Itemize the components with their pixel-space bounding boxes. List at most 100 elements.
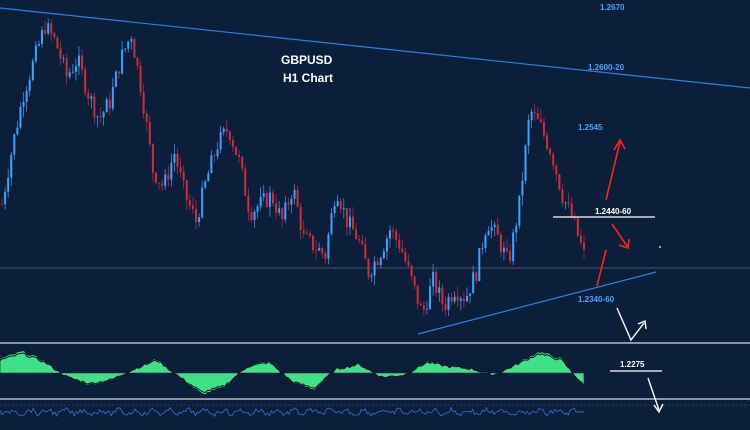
candle-body <box>312 235 315 251</box>
candle-body <box>407 261 410 266</box>
candle-body <box>438 287 441 293</box>
candle-body <box>31 61 34 80</box>
candle-body <box>278 208 281 213</box>
candle-body <box>358 239 361 241</box>
candle-body <box>333 206 336 214</box>
candle-body <box>65 58 68 77</box>
candle-body <box>56 37 59 49</box>
candle-body <box>456 296 459 301</box>
candle-body <box>404 252 407 262</box>
candle-body <box>481 247 484 249</box>
candle-body <box>13 134 16 155</box>
candle-body <box>182 171 185 181</box>
candle-body <box>25 90 28 102</box>
candle-body <box>385 238 388 252</box>
candle-body <box>201 187 204 218</box>
candle-body <box>145 113 148 122</box>
candle-body <box>570 203 573 218</box>
candle-body <box>4 191 7 205</box>
bottom-indicator-line <box>0 406 585 418</box>
candle-body <box>472 272 475 294</box>
candle-body <box>195 209 197 223</box>
candle-body <box>355 229 358 240</box>
candle-body <box>327 234 330 259</box>
candle-body <box>102 112 105 118</box>
candle-body <box>262 193 265 197</box>
candle-body <box>518 195 521 226</box>
candle-body <box>44 30 47 34</box>
candle-body <box>121 49 124 74</box>
candle-body <box>361 240 364 245</box>
candle-body <box>41 30 44 45</box>
candle-body <box>413 276 416 286</box>
candle-body <box>475 272 478 282</box>
candle-body <box>22 101 25 107</box>
candle-body <box>87 92 90 99</box>
candle-body <box>583 242 585 250</box>
candle-body <box>124 48 127 50</box>
candle-body <box>19 106 22 128</box>
candle-body <box>127 41 130 49</box>
candle-body <box>225 128 228 132</box>
candle-body <box>74 66 77 72</box>
candle-body <box>219 132 222 150</box>
candle-body <box>546 135 549 149</box>
up-arrow-icon <box>605 138 626 201</box>
candle-body <box>487 231 490 236</box>
candle-body <box>247 195 250 213</box>
candle-body <box>111 86 114 109</box>
candle-body <box>265 193 268 207</box>
candle-body <box>373 261 376 276</box>
candle-body <box>62 58 65 60</box>
candle-body <box>342 208 345 210</box>
candle-body <box>579 235 582 243</box>
candle-body <box>453 296 456 302</box>
up-arrow-icon-2 <box>596 249 607 287</box>
candle-body <box>136 57 139 66</box>
candle-body <box>241 156 244 169</box>
candle-body <box>207 173 210 182</box>
candle-body <box>499 234 502 253</box>
candle-body <box>231 140 234 147</box>
candle-body <box>7 177 10 192</box>
candle-body <box>244 168 247 196</box>
candle-body <box>576 218 579 236</box>
candle-body <box>161 183 164 186</box>
candle-body <box>204 181 207 188</box>
white-v-arrow-icon <box>616 307 647 342</box>
candle-body <box>506 247 509 252</box>
candle-body <box>108 99 111 109</box>
candle-body <box>330 213 333 235</box>
candle-body <box>339 201 342 210</box>
candle-body <box>139 65 142 93</box>
candle-body <box>539 119 542 123</box>
candle-body <box>268 192 271 207</box>
candle-body <box>1 204 3 205</box>
lower-trendline <box>417 271 657 335</box>
candle-body <box>429 286 432 309</box>
candle-body <box>81 55 84 70</box>
candle-body <box>216 149 219 157</box>
candle-body <box>515 225 518 233</box>
candle-body <box>287 202 290 205</box>
candle-body <box>213 155 216 157</box>
candle-body <box>416 285 419 304</box>
candle-body <box>99 116 102 118</box>
candle-body <box>542 122 545 136</box>
level-label-1.2670: 1.2670 <box>600 3 625 12</box>
candle-body <box>561 189 564 204</box>
down-arrow-icon <box>611 223 630 250</box>
candle-body <box>10 154 13 178</box>
level-label-1.2545: 1.2545 <box>578 123 603 132</box>
candle-body <box>84 69 87 93</box>
candle-body <box>447 297 450 310</box>
candle-body <box>179 166 182 172</box>
candle-body <box>469 293 472 296</box>
candle-body <box>564 202 567 204</box>
candle-body <box>336 201 339 207</box>
candle-body <box>90 96 93 99</box>
candle-body <box>521 180 524 196</box>
candle-body <box>398 239 401 249</box>
candle-body <box>142 92 145 114</box>
candle-body <box>77 55 80 67</box>
